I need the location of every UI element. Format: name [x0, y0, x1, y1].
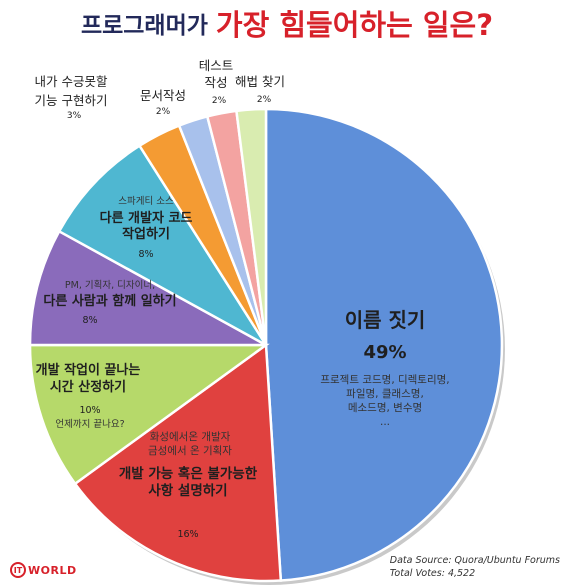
slice-label-2-line-2: 사항 설명하기	[148, 482, 227, 499]
slice-label-6-line-1: 내가 수긍못할	[35, 74, 108, 89]
title-part-1: 프로그래머가	[80, 13, 208, 39]
pie-slice-3	[28, 343, 270, 486]
slice-note-2-2: 금성에서 온 기획자	[148, 445, 232, 457]
slice-note-1-2: 파일명, 클래스명,	[346, 387, 424, 400]
slice-label-5-line-2: 작업하기	[122, 226, 170, 242]
slice-note-3-1: 언제까지 끝나요?	[55, 418, 124, 430]
slice-percent-7: 2%	[156, 107, 171, 117]
slice-label-5-line-1: 다른 개발자 코드	[100, 210, 193, 226]
slice-note-1-4: ...	[380, 416, 390, 428]
title-part-2: 가장 힘들어하는 일은?	[215, 8, 494, 42]
slice-label-8-line-1: 테스트	[199, 58, 234, 73]
pie-slice-4	[28, 229, 267, 347]
slice-percent-3: 10%	[79, 405, 100, 416]
slice-note-2-1: 화성에서온 개발자	[150, 431, 231, 443]
slice-label-1: 이름 짓기	[345, 308, 426, 332]
slice-label-6-line-2: 기능 구현하기	[35, 93, 108, 108]
data-source-label: Data Source: Quora/Ubuntu Forums	[389, 555, 560, 566]
itworld-logo: IT WORLD	[10, 562, 77, 578]
slice-label-3-line-1: 개발 작업이 끝나는	[36, 362, 141, 378]
slice-percent-6: 3%	[67, 111, 82, 121]
slice-label-9: 해법 찾기	[235, 74, 285, 89]
slice-percent-9: 2%	[257, 95, 272, 105]
slice-percent-2: 16%	[177, 529, 198, 540]
logo-mark: IT	[10, 562, 26, 578]
pie-slice-5	[57, 144, 268, 347]
slice-percent-5: 8%	[138, 249, 153, 260]
total-votes-label: Total Votes: 4,522	[389, 568, 476, 579]
chart-title: 프로그래머가 가장 힘들어하는 일은?	[0, 2, 574, 42]
slice-note-1-1: 프로젝트 코드명, 디렉토리명,	[320, 374, 449, 386]
slice-label-2-line-1: 개발 가능 혹은 불가능한	[119, 465, 258, 482]
pie-slice-9	[235, 107, 268, 346]
pie-slice-1	[264, 107, 504, 582]
slice-label-3-line-2: 시간 산정하기	[50, 379, 126, 395]
slice-label-7: 문서작성	[140, 88, 186, 103]
logo-word: WORLD	[28, 563, 77, 577]
slice-percent-1: 49%	[363, 342, 406, 363]
slice-note-4-1: PM, 기획자, 디자이너,	[65, 279, 155, 291]
slice-label-4: 다른 사람과 함께 일하기	[43, 293, 176, 309]
slice-label-8-line-2: 작성	[204, 75, 227, 90]
slice-note-5-1: 스파게티 소스	[118, 196, 174, 207]
slice-percent-8: 2%	[212, 96, 227, 106]
pie-slice-2	[73, 342, 283, 583]
chart-footer: Data Source: Quora/Ubuntu Forums Total V…	[390, 554, 560, 580]
slice-note-1-3: 메소드명, 변수명	[348, 402, 422, 414]
slice-percent-4: 8%	[82, 315, 97, 326]
